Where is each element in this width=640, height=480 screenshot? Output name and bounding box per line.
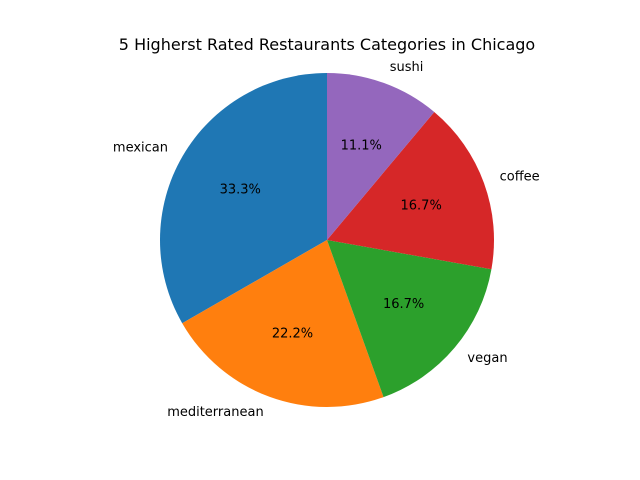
slice-percent-mexican: 33.3% [220,182,261,197]
slice-percent-vegan: 16.7% [383,297,424,312]
pie-slice-coffee [327,112,494,270]
pie-slices [159,73,494,408]
slice-label-mexican: mexican [113,140,168,155]
pie-labels: mexican 33.3% mediterranean 22.2% vegan 16.7%… [113,60,540,420]
pie-slice-vegan [327,240,492,398]
pie-slice-mediterranean [182,240,384,408]
slice-percent-coffee: 16.7% [401,198,442,213]
slice-label-coffee: coffee [500,170,540,185]
chart-title: 5 Higherst Rated Restaurants Categories … [119,35,535,54]
pie-slice-sushi [327,73,435,240]
slice-label-vegan: vegan [467,351,507,366]
slice-label-mediterranean: mediterranean [167,405,264,420]
pie-slice-mexican [159,73,327,324]
slice-percent-sushi: 11.1% [341,138,382,153]
slice-percent-mediterranean: 22.2% [272,327,313,342]
slice-label-sushi: sushi [390,60,424,75]
